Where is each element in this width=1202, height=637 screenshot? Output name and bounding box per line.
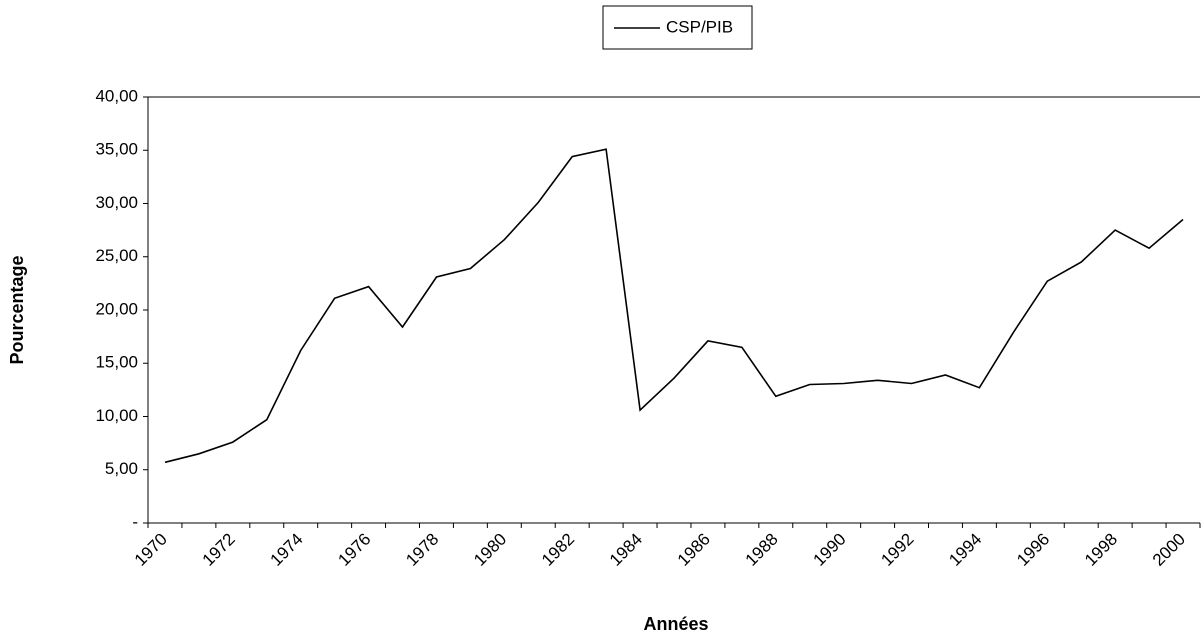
y-tick-label: 20,00 bbox=[95, 299, 138, 318]
x-tick-label: 1994 bbox=[945, 530, 985, 570]
y-tick-label: 35,00 bbox=[95, 140, 138, 159]
y-tick-label: 25,00 bbox=[95, 246, 138, 265]
y-tick-label: 15,00 bbox=[95, 353, 138, 372]
y-axis-label: Pourcentage bbox=[7, 255, 27, 364]
y-tick-label: 5,00 bbox=[105, 459, 138, 478]
y-tick-label: 10,00 bbox=[95, 406, 138, 425]
x-tick-label: 1998 bbox=[1081, 530, 1121, 570]
x-tick-label: 1974 bbox=[267, 530, 307, 570]
x-tick-label: 1992 bbox=[877, 530, 917, 570]
x-tick-label: 1986 bbox=[674, 530, 714, 570]
data-line bbox=[164, 148, 1184, 464]
legend-label: CSP/PIB bbox=[666, 17, 733, 36]
y-tick-label: 30,00 bbox=[95, 193, 138, 212]
x-tick-label: 1982 bbox=[538, 530, 578, 570]
y-tick-label: 40,00 bbox=[95, 86, 138, 105]
x-tick-label: 1978 bbox=[402, 530, 442, 570]
y-tick-label: - bbox=[132, 512, 138, 531]
x-tick-label: 1976 bbox=[334, 530, 374, 570]
x-tick-label: 1972 bbox=[199, 530, 239, 570]
x-tick-label: 1996 bbox=[1013, 530, 1053, 570]
x-tick-label: 1980 bbox=[470, 530, 510, 570]
x-axis-label: Années bbox=[643, 614, 708, 634]
x-tick-label: 2000 bbox=[1149, 530, 1189, 570]
x-tick-label: 1988 bbox=[742, 530, 782, 570]
x-tick-label: 1970 bbox=[131, 530, 171, 570]
x-tick-label: 1984 bbox=[606, 530, 646, 570]
x-tick-label: 1990 bbox=[809, 530, 849, 570]
